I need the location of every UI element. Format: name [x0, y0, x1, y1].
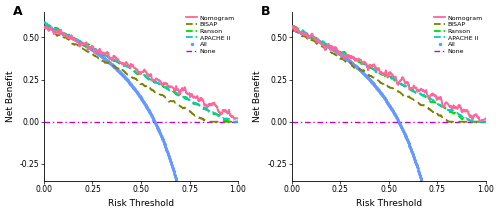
X-axis label: Risk Threshold: Risk Threshold — [108, 199, 174, 208]
Y-axis label: Net Benefit: Net Benefit — [6, 71, 15, 122]
Y-axis label: Net Benefit: Net Benefit — [254, 71, 262, 122]
Text: B: B — [260, 5, 270, 18]
Legend: Nomogram, BISAP, Ranson, APACHE II, All, None: Nomogram, BISAP, Ranson, APACHE II, All,… — [184, 13, 238, 56]
Legend: Nomogram, BISAP, Ranson, APACHE II, All, None: Nomogram, BISAP, Ranson, APACHE II, All,… — [432, 13, 486, 56]
Text: A: A — [13, 5, 22, 18]
X-axis label: Risk Threshold: Risk Threshold — [356, 199, 422, 208]
